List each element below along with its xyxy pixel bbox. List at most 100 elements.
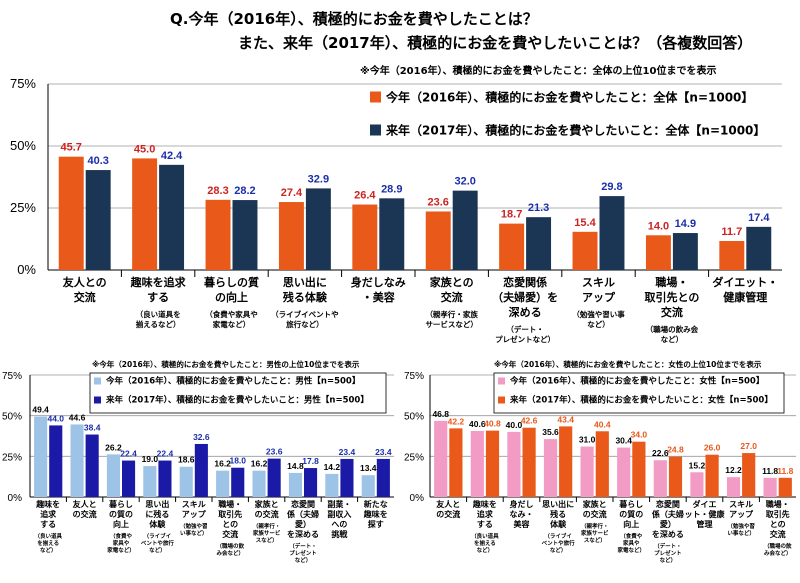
chart-title-line-2: また、来年（2017年）、積極的にお金を費やしたいことは？（各複数回答） <box>238 34 752 52</box>
bar-series-1 <box>653 460 667 497</box>
bar-series-2 <box>742 453 756 497</box>
bar-series-1 <box>580 446 594 497</box>
bar-series-1 <box>507 431 521 497</box>
category-label: 趣味を <box>363 509 388 519</box>
category-label: 体験 <box>149 519 166 529</box>
category-sublabel: など） <box>40 546 57 554</box>
category-label: ダイエ <box>693 499 717 509</box>
data-label: 34.0 <box>631 430 648 440</box>
category-label: 恋愛関 <box>656 499 680 509</box>
data-label: 44.0 <box>47 413 64 423</box>
category-sublabel: （職場の飲 <box>216 542 244 550</box>
bar-series-1 <box>216 470 230 497</box>
y-tick-label: 75% <box>2 371 22 382</box>
category-label: 交流 <box>770 529 786 539</box>
bar-series-1 <box>252 470 266 497</box>
category-sublabel: など） <box>587 319 610 329</box>
category-sublabel: 旅行など） <box>286 319 324 329</box>
category-label: スキル <box>582 276 615 289</box>
data-label: 42.4 <box>161 150 183 162</box>
data-label: 42.6 <box>521 416 538 426</box>
category-label: の質の <box>109 509 133 519</box>
data-label: 23.6 <box>266 447 283 457</box>
category-sublabel: を揃える <box>37 539 59 547</box>
category-sublabel: い事など） <box>727 529 755 537</box>
category-label: 暮らし <box>618 499 643 509</box>
y-tick-label: 75% <box>404 371 424 382</box>
category-sublabel: 家電など） <box>107 546 135 554</box>
category-label: スキル <box>729 500 753 509</box>
chart-note: ※今年（2016年）、積極的にお金を費やしたこと：女性の上位10位までを表示 <box>494 359 762 369</box>
data-label: 27.4 <box>281 187 303 199</box>
category-sublabel: （デート・ <box>506 324 544 334</box>
category-label: の質の <box>619 509 643 519</box>
category-label: 交流 <box>661 305 683 319</box>
category-label: 向上 <box>113 519 129 529</box>
bar-series-2 <box>85 170 111 270</box>
bar-series-2 <box>452 190 478 270</box>
bar-series-1 <box>58 156 84 270</box>
bar-series-1 <box>352 204 378 270</box>
bar-series-2 <box>340 458 354 497</box>
category-label: 思い出に <box>542 499 574 509</box>
data-label: 23.6 <box>428 196 449 208</box>
bar-series-2 <box>522 427 536 497</box>
bar-series-2 <box>672 233 698 270</box>
bar-series-1 <box>288 472 302 497</box>
category-label: を深める <box>287 529 319 539</box>
category-sublabel: （良い道具 <box>471 532 499 540</box>
category-sublabel: み会など） <box>764 549 792 557</box>
category-label: への <box>331 520 347 529</box>
category-label: の向上 <box>215 290 248 304</box>
category-label: 職場・ <box>655 275 688 289</box>
legend-label: 来年（2017年）、積極的にお金を費やしたいこと：男性【n=500】 <box>105 395 369 406</box>
data-label: 28.2 <box>234 185 255 197</box>
bar-series-2 <box>194 443 208 497</box>
y-tick-label: 50% <box>404 412 424 423</box>
bar-series-2 <box>232 200 258 270</box>
category-label: ・美容 <box>362 290 395 304</box>
category-sublabel: （食費や家具や <box>205 309 258 319</box>
chart-note: ※今年（2016年）、積極的にお金を費やしたこと：全体の上位10位までを表示 <box>360 64 716 77</box>
y-tick-label: 25% <box>10 200 36 215</box>
data-label: 18.0 <box>229 456 246 466</box>
bar-series-2 <box>559 426 573 497</box>
bar-series-2 <box>122 460 136 497</box>
category-sublabel: など） <box>149 546 166 554</box>
category-label: 挑戦 <box>331 529 348 539</box>
data-label: 40.0 <box>506 420 523 430</box>
category-sublabel: （食費や <box>110 532 133 540</box>
data-label: 29.8 <box>601 181 622 193</box>
category-label: 残る <box>550 509 566 519</box>
category-sublabel: プレゼントなど） <box>495 334 555 344</box>
bar-series-1 <box>361 475 375 497</box>
bar-series-2 <box>668 456 683 497</box>
bar-series-2 <box>379 198 405 270</box>
bar-series-1 <box>34 416 48 497</box>
bar-series-2 <box>449 428 463 497</box>
category-label: （夫婦愛）を <box>492 290 558 304</box>
category-sublabel: （ライブイベントや <box>271 309 339 319</box>
legend-swatch <box>94 377 101 385</box>
category-sublabel: み会など） <box>216 549 244 557</box>
category-sublabel: （親孝行・家族 <box>425 309 478 319</box>
bar-series-1 <box>425 211 451 270</box>
category-sublabel: を揃える <box>474 539 496 547</box>
category-sublabel: など） <box>661 334 684 344</box>
legend-label: 来年（2017年）、積極的にお金を費やしたいこと：全体【n=1000】 <box>385 123 765 138</box>
data-label: 21.3 <box>528 202 549 214</box>
data-label: 38.4 <box>84 423 101 433</box>
data-label: 31.0 <box>579 435 596 445</box>
category-label: アップ <box>729 509 754 519</box>
category-label: 取引先 <box>766 509 790 519</box>
category-label: 恋愛関 <box>291 499 315 509</box>
bar-series-1 <box>278 202 304 270</box>
data-label: 15.2 <box>689 460 706 470</box>
bar-series-1 <box>434 420 448 497</box>
category-label: なみ・ <box>510 510 534 519</box>
bar-series-1 <box>470 430 484 497</box>
category-label: 職場・ <box>766 499 790 509</box>
category-label: を深める <box>652 529 684 539</box>
category-label: 体験 <box>550 519 567 529</box>
category-sublabel: ベントや旅行 <box>141 539 175 547</box>
